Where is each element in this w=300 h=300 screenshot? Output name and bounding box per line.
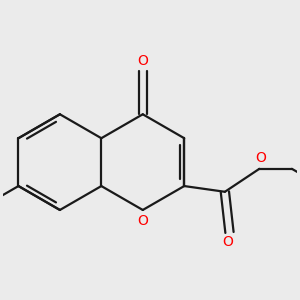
- Text: O: O: [137, 54, 148, 68]
- Text: O: O: [222, 235, 233, 249]
- Text: O: O: [137, 214, 148, 228]
- Text: O: O: [255, 151, 266, 165]
